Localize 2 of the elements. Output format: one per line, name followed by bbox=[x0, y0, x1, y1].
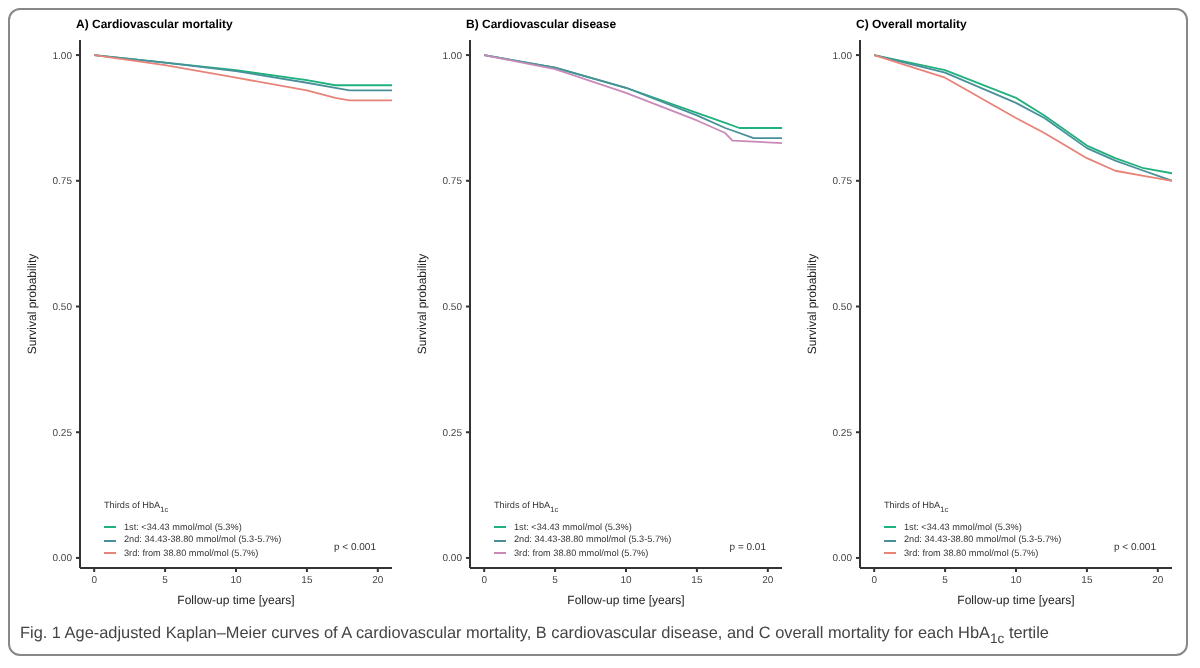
caption: Fig. 1 Age-adjusted Kaplan–Meier curves of A cardiovascular mortality, B cardiovascular disease, and C overall mortality for each HbA$_{1c}$ tertile bbox=[20, 624, 1051, 648]
line-series bbox=[93, 54, 392, 102]
